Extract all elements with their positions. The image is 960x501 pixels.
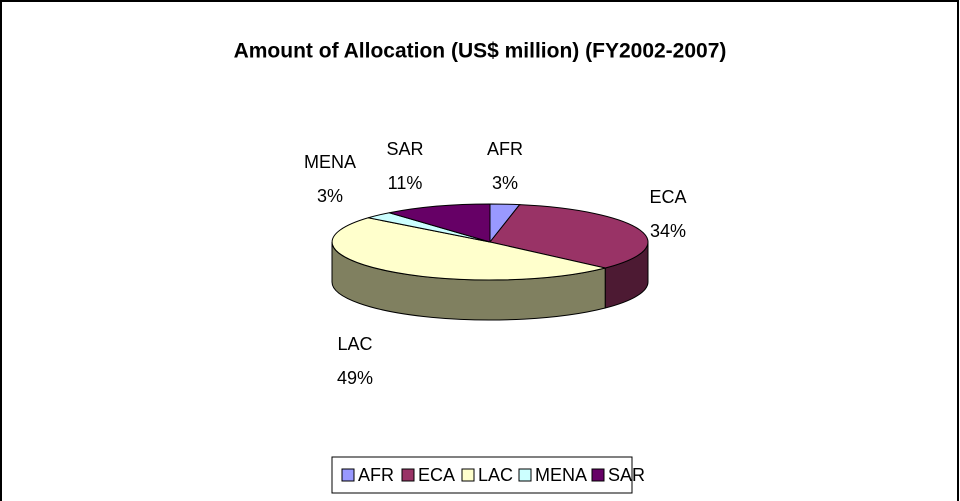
slice-label-name: MENA (304, 152, 356, 172)
legend-swatch (461, 468, 475, 482)
slice-label-name: SAR (386, 139, 423, 159)
legend-label: AFR (358, 465, 394, 485)
slice (389, 203, 491, 243)
legend-label: ECA (418, 465, 455, 485)
slice-label-name: ECA (649, 187, 686, 207)
legend-swatch (401, 468, 415, 482)
slice (331, 217, 606, 281)
slice-label-name: LAC (337, 334, 372, 354)
slice-label-value: 34% (650, 221, 686, 241)
legend-label: SAR (608, 465, 645, 485)
slice-label-value: 49% (337, 368, 373, 388)
legend-swatch (341, 468, 355, 482)
slice (489, 204, 649, 269)
legend-box (331, 456, 633, 494)
slice-label-name: AFR (487, 139, 523, 159)
legend-label: MENA (535, 465, 587, 485)
chart-title: Amount of Allocation (US$ million) (FY20… (234, 40, 727, 63)
legend-label: LAC (478, 465, 513, 485)
slice-label-value: 11% (388, 173, 423, 193)
legend-swatch (591, 468, 605, 482)
legend-swatch (518, 468, 532, 482)
slice-label-value: 3% (492, 173, 518, 193)
slice-label-value: 3% (317, 186, 343, 206)
